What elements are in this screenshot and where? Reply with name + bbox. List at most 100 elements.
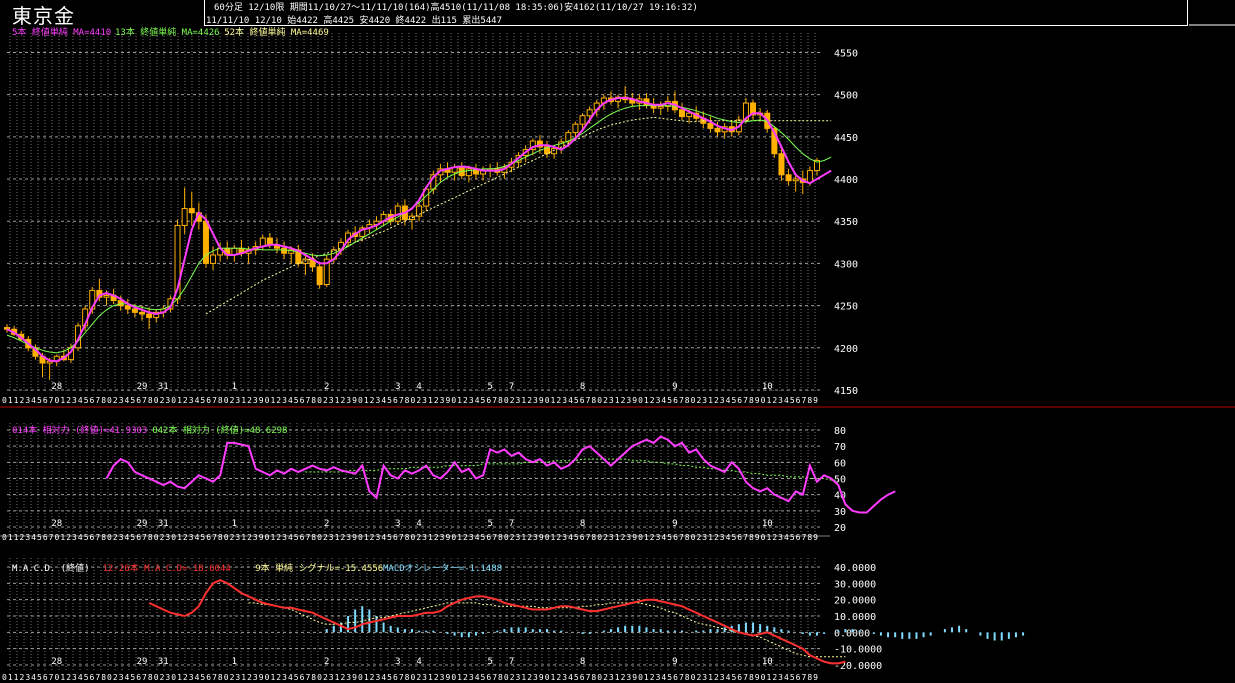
hour-tick-label: 1 xyxy=(60,396,65,405)
hour-tick-label: 2 xyxy=(416,533,421,542)
hour-tick-label: 2 xyxy=(247,673,252,682)
hour-tick-label: 0 xyxy=(411,533,416,542)
hour-tick-label: 9 xyxy=(813,533,818,542)
hour-tick-label: 3 xyxy=(702,533,707,542)
hour-tick-label: 1 xyxy=(766,396,771,405)
hour-tick-label: 0 xyxy=(317,673,322,682)
hour-tick-label: 6 xyxy=(673,673,678,682)
hour-tick-label: 7 xyxy=(492,533,497,542)
hour-tick-label: 4 xyxy=(195,396,200,405)
hour-tick-label: 6 xyxy=(43,396,48,405)
hour-tick-label: 8 xyxy=(749,396,754,405)
hour-tick-label: 7 xyxy=(212,396,217,405)
hour-tick-label: 8 xyxy=(101,396,106,405)
candle-body xyxy=(707,122,714,129)
hour-tick-label: 2 xyxy=(714,673,719,682)
hour-tick-label: 1 xyxy=(521,396,526,405)
hour-tick-label: 3 xyxy=(609,673,614,682)
hour-tick-label: 8 xyxy=(405,396,410,405)
hour-tick-label: 1 xyxy=(644,533,649,542)
hour-tick-label: 1 xyxy=(766,673,771,682)
hour-tick-label: 0 xyxy=(451,673,456,682)
hour-tick-label: 3 xyxy=(469,533,474,542)
hour-tick-label: 3 xyxy=(533,533,538,542)
hour-tick-label: 6 xyxy=(136,396,141,405)
hour-tick-label: 3 xyxy=(533,396,538,405)
hour-tick-label: 7 xyxy=(212,673,217,682)
hour-tick-label: 8 xyxy=(498,533,503,542)
hour-tick-label: 6 xyxy=(486,396,491,405)
hour-tick-label: 6 xyxy=(90,533,95,542)
macd-legend-item: MACDオシレーター=-1.1488 xyxy=(383,563,502,574)
hour-tick-label: 2 xyxy=(772,533,777,542)
candle-body xyxy=(565,132,572,143)
hour-tick-label: 0 xyxy=(224,396,229,405)
hour-tick-label: 0 xyxy=(504,673,509,682)
hour-tick-label: 2 xyxy=(247,533,252,542)
hour-tick-label: 3 xyxy=(562,673,567,682)
hour-tick-label: 8 xyxy=(148,673,153,682)
candle-body xyxy=(742,102,749,121)
hour-tick-label: 0 xyxy=(358,533,363,542)
hour-tick-label: 6 xyxy=(393,533,398,542)
hour-tick-label: 1 xyxy=(14,396,19,405)
hour-tick-label: 8 xyxy=(685,396,690,405)
hour-tick-label: 7 xyxy=(399,396,404,405)
candle-body xyxy=(323,258,330,286)
hour-tick-label: 0 xyxy=(638,533,643,542)
hour-tick-label: 3 xyxy=(346,673,351,682)
hour-tick-label: 1 xyxy=(708,533,713,542)
hour-tick-label: 1 xyxy=(241,396,246,405)
date-tick-label: 29 xyxy=(137,519,148,529)
hour-tick-label: 1 xyxy=(766,533,771,542)
hour-tick-label: 8 xyxy=(148,533,153,542)
date-tick-label: 29 xyxy=(137,657,148,667)
hour-tick-label: 0 xyxy=(107,533,112,542)
hour-tick-label: 0 xyxy=(691,533,696,542)
ma13-line xyxy=(6,105,832,354)
hour-tick-label: 2 xyxy=(621,673,626,682)
hour-tick-label: 4 xyxy=(288,673,293,682)
hour-tick-label: 0 xyxy=(224,673,229,682)
hour-tick-label: 3 xyxy=(626,533,631,542)
hour-tick-label: 5 xyxy=(130,673,135,682)
date-tick-label: 9 xyxy=(672,657,677,667)
hour-tick-label: 2 xyxy=(160,533,165,542)
hour-tick-label: 9 xyxy=(352,533,357,542)
hour-tick-label: 4 xyxy=(381,396,386,405)
candle-body xyxy=(657,105,664,109)
hour-tick-label: 4 xyxy=(784,673,789,682)
hour-tick-label: 8 xyxy=(148,396,153,405)
date-tick-label: 8 xyxy=(580,382,585,392)
hour-tick-label: 0 xyxy=(2,673,7,682)
hour-tick-label: 2 xyxy=(527,396,532,405)
hour-tick-label: 3 xyxy=(346,533,351,542)
hour-tick-label: 3 xyxy=(72,533,77,542)
rsi14-line xyxy=(105,435,896,514)
hour-tick-label: 1 xyxy=(14,673,19,682)
date-tick-label: 10 xyxy=(762,382,773,392)
candle-body xyxy=(572,123,579,134)
hour-tick-label: 0 xyxy=(224,533,229,542)
hour-tick-label: 0 xyxy=(55,533,60,542)
hour-tick-label: 4 xyxy=(195,533,200,542)
date-tick-label: 5 xyxy=(487,519,492,529)
rsi-ytick-label: 70 xyxy=(834,442,846,453)
hour-tick-label: 3 xyxy=(25,673,30,682)
candle-body xyxy=(806,170,813,183)
macd-ytick-label: 0.0000 xyxy=(834,628,870,639)
hour-tick-label: 3 xyxy=(469,396,474,405)
hour-tick-label: 1 xyxy=(8,533,13,542)
hour-tick-label: 7 xyxy=(49,396,54,405)
hour-tick-label: 1 xyxy=(615,396,620,405)
hour-tick-label: 6 xyxy=(90,396,95,405)
macd-line xyxy=(148,579,846,665)
hour-tick-label: 0 xyxy=(55,673,60,682)
hour-tick-label: 9 xyxy=(813,396,818,405)
date-tick-label: 7 xyxy=(509,382,514,392)
candle-body xyxy=(103,294,110,298)
hour-tick-label: 1 xyxy=(457,533,462,542)
hour-tick-label: 6 xyxy=(206,396,211,405)
hour-tick-label: 3 xyxy=(329,533,334,542)
